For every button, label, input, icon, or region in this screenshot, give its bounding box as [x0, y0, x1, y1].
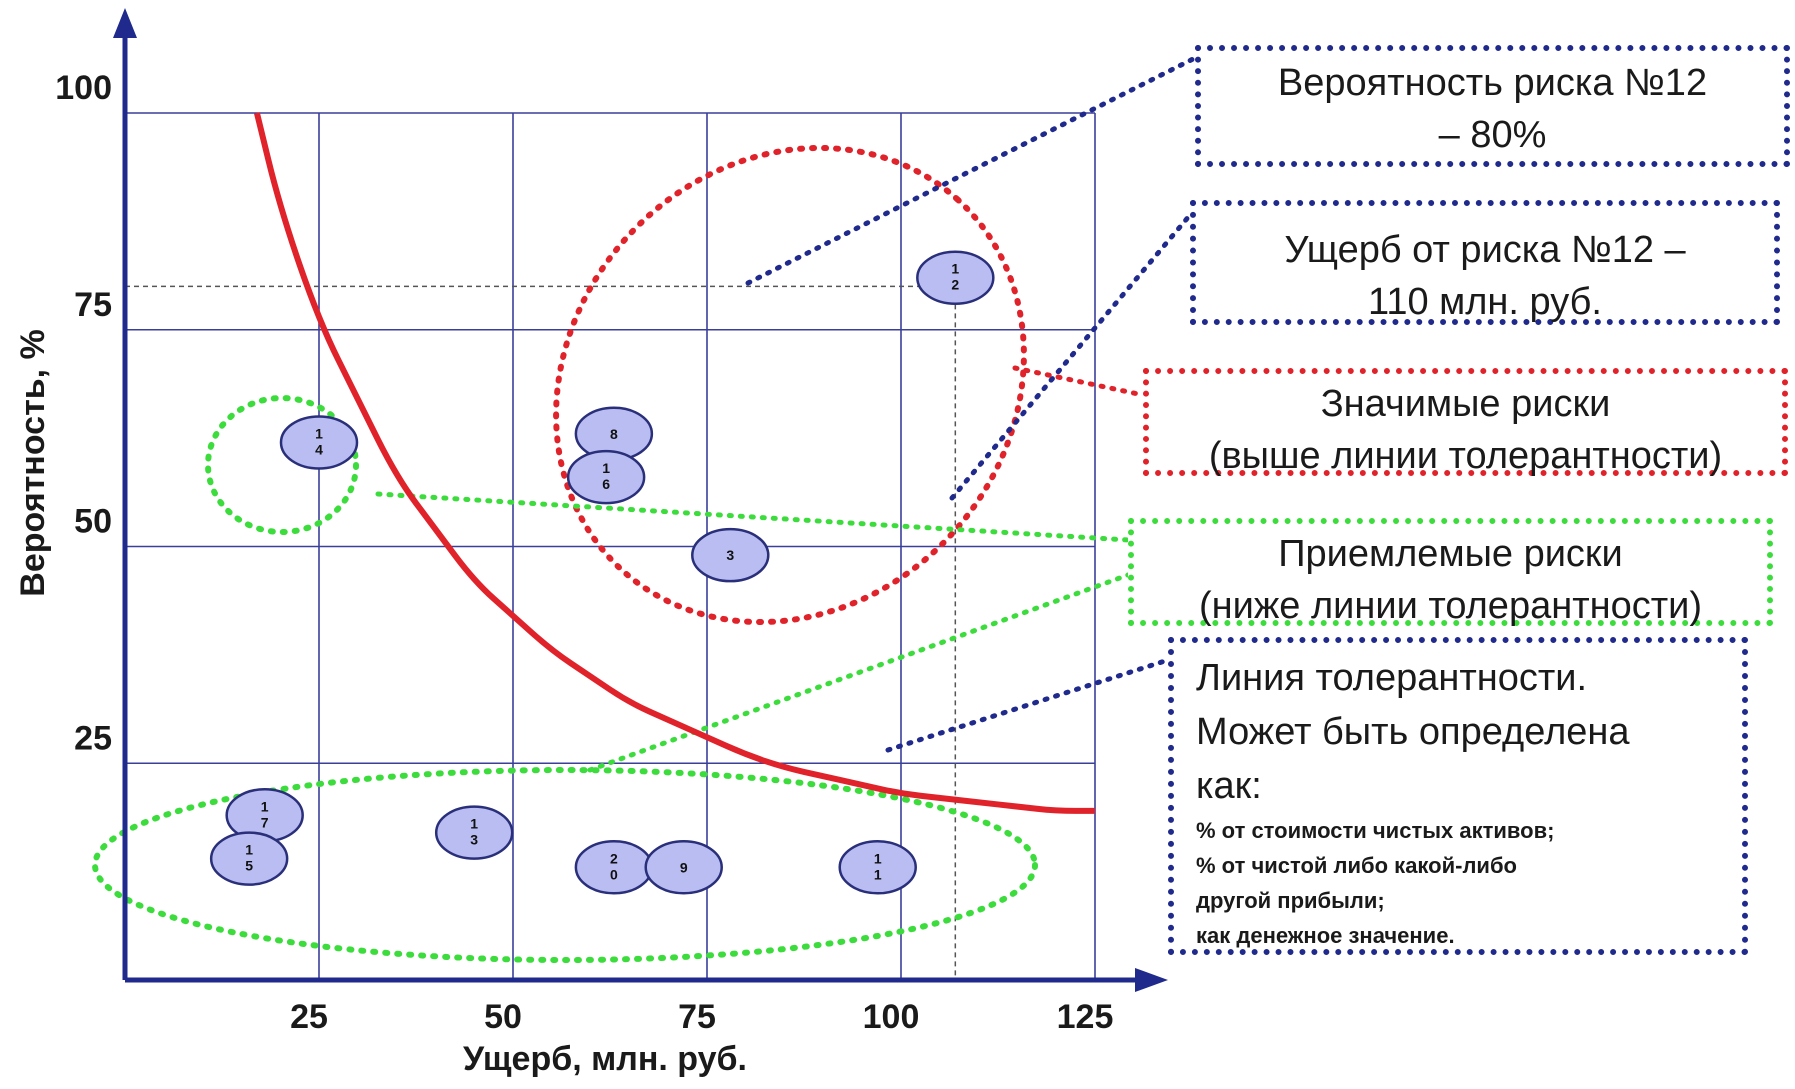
x-axis-arrow	[1135, 968, 1168, 992]
tolerance-option: другой прибыли;	[1196, 888, 1385, 913]
acceptable-zone-top	[205, 395, 359, 535]
callout-tolerance-line3: как:	[1196, 765, 1262, 807]
risk-marker	[644, 840, 723, 895]
callout-tolerance-line1: Линия толерантности.	[1196, 657, 1588, 699]
callout-acceptable-line1: Приемлемые риски	[1278, 533, 1623, 575]
callout-acceptable-risks: Приемлемые риски (ниже линии толерантнос…	[1128, 518, 1773, 627]
tolerance-curve	[254, 112, 1095, 814]
callout-significant-risks: Значимые риски (выше линии толерантности…	[1143, 368, 1788, 477]
risk-marker	[566, 449, 646, 505]
y-tick-label: 50	[74, 503, 112, 541]
risk-point: 9	[644, 840, 723, 895]
y-tick-label: 25	[74, 719, 112, 757]
acceptable-zone-bottom	[92, 767, 1038, 963]
risk-12-guides	[125, 285, 957, 980]
callout-significant-line2: (выше линии толерантности)	[1208, 435, 1723, 477]
risk-marker	[434, 805, 514, 860]
x-axis-title: Ущерб, млн. руб.	[463, 1040, 747, 1078]
risk-marker	[209, 831, 289, 886]
leader-damage	[949, 212, 1193, 501]
risk-marker	[691, 527, 770, 583]
callout-probability-line1: Вероятность риска №12	[1277, 62, 1708, 104]
callout-tolerance-line: Линия толерантности. Может быть определе…	[1168, 637, 1748, 955]
risk-point: 3	[691, 527, 770, 583]
axes	[113, 8, 1168, 992]
risk-marker	[916, 250, 995, 305]
callout-probability-line2: – 80%	[1438, 114, 1547, 156]
risk-number: 8	[610, 426, 618, 442]
y-tick-label: 100	[55, 69, 112, 107]
significant-risk-zone	[553, 144, 1027, 626]
callout-tolerance-line2: Может быть определена	[1196, 711, 1630, 753]
tolerance-option: % от чистой либо какой-либо	[1196, 853, 1517, 878]
tick-labels: 25 50 75 100 125 100 75 50 25	[55, 69, 1113, 1036]
leader-significant	[1012, 365, 1146, 398]
x-tick-label: 125	[1057, 998, 1114, 1036]
tolerance-option: как денежное значение.	[1196, 923, 1455, 948]
callout-damage-line2: 110 млн. руб.	[1368, 281, 1602, 323]
leader-probability	[745, 55, 1198, 286]
risk-points: 1 2 1 4 8 1 6 3 1 71 5 1 3 2 0 9 1 1	[209, 250, 995, 895]
leader-tolerance	[885, 657, 1171, 753]
risk-marker	[279, 415, 359, 470]
y-axis-arrow	[113, 8, 137, 38]
risk-number: 9	[680, 859, 688, 875]
y-axis-title: Вероятность, %	[14, 329, 52, 596]
tolerance-line-layer	[254, 112, 1095, 814]
x-tick-label: 100	[863, 998, 920, 1036]
risk-marker	[838, 840, 917, 895]
callout-leaders	[375, 55, 1198, 773]
callout-probability: Вероятность риска №12 – 80%	[1195, 45, 1790, 167]
callout-acceptable-line2: (ниже линии толерантности)	[1198, 585, 1703, 627]
y-tick-label: 75	[74, 286, 112, 324]
x-tick-label: 25	[290, 998, 328, 1036]
leader-acceptable-1	[375, 491, 1131, 543]
tolerance-option: % от стоимости чистых активов;	[1196, 818, 1555, 843]
risk-number: 3	[726, 547, 734, 563]
x-tick-label: 75	[678, 998, 716, 1036]
risk-zones	[92, 144, 1038, 963]
callout-significant-line1: Значимые риски	[1320, 383, 1611, 425]
callout-damage-line1: Ущерб от риска №12 –	[1284, 229, 1686, 271]
callout-damage: Ущерб от риска №12 – 110 млн. руб.	[1190, 200, 1780, 325]
leader-acceptable-2	[587, 572, 1131, 773]
x-tick-label: 50	[484, 998, 522, 1036]
